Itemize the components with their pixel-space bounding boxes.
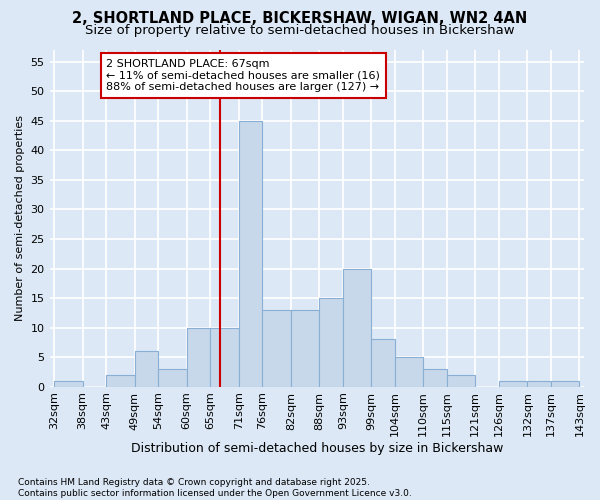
Bar <box>106 375 134 386</box>
Text: 2, SHORTLAND PLACE, BICKERSHAW, WIGAN, WN2 4AN: 2, SHORTLAND PLACE, BICKERSHAW, WIGAN, W… <box>73 11 527 26</box>
Bar <box>371 340 395 386</box>
Text: 2 SHORTLAND PLACE: 67sqm
← 11% of semi-detached houses are smaller (16)
88% of s: 2 SHORTLAND PLACE: 67sqm ← 11% of semi-d… <box>106 59 380 92</box>
Bar <box>551 381 580 386</box>
Bar <box>158 369 187 386</box>
Bar <box>343 268 371 386</box>
Bar <box>291 310 319 386</box>
Bar <box>134 352 158 386</box>
Bar <box>423 369 447 386</box>
Bar <box>187 328 211 386</box>
Bar <box>54 381 83 386</box>
Bar <box>499 381 527 386</box>
Bar <box>395 357 423 386</box>
X-axis label: Distribution of semi-detached houses by size in Bickershaw: Distribution of semi-detached houses by … <box>131 442 503 455</box>
Bar <box>239 121 262 386</box>
Bar <box>319 298 343 386</box>
Text: Contains HM Land Registry data © Crown copyright and database right 2025.
Contai: Contains HM Land Registry data © Crown c… <box>18 478 412 498</box>
Text: Size of property relative to semi-detached houses in Bickershaw: Size of property relative to semi-detach… <box>85 24 515 37</box>
Bar <box>447 375 475 386</box>
Bar <box>211 328 239 386</box>
Bar <box>262 310 291 386</box>
Y-axis label: Number of semi-detached properties: Number of semi-detached properties <box>15 116 25 322</box>
Bar <box>527 381 551 386</box>
